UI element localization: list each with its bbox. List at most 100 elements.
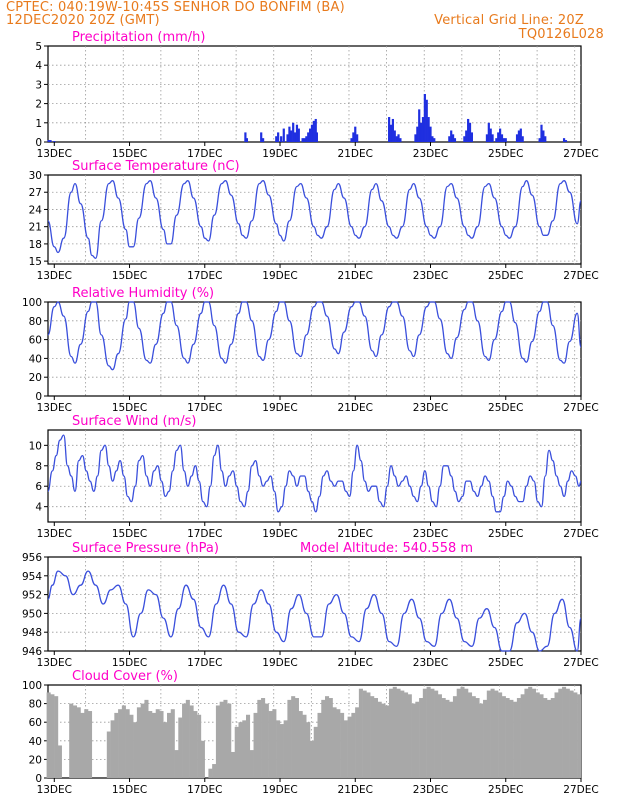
x-tick-label: 17DEC (187, 402, 222, 414)
x-tick-label: 19DEC (262, 657, 297, 669)
precip-bar (47, 140, 50, 142)
cloud-bar (57, 745, 62, 778)
cloud-bar (392, 686, 397, 778)
cloud-bar (167, 712, 172, 778)
cloud-bar (54, 696, 59, 778)
x-tick-label: 15DEC (112, 784, 147, 796)
panel-title: Surface Temperature (nC) (72, 159, 240, 174)
y-tick-label: 948 (22, 627, 42, 639)
station-title: CPTEC: 040:19W-10:45S SENHOR DO BONFIM (… (6, 0, 345, 15)
y-tick-label: 3 (35, 79, 42, 91)
x-tick-label: 23DEC (413, 784, 448, 796)
cloud-bar (445, 699, 450, 778)
x-tick-label: 23DEC (413, 657, 448, 669)
precip-bar (515, 134, 519, 142)
panel-title: Surface Wind (m/s) (72, 414, 196, 429)
cloud-bar (486, 690, 491, 778)
cloud-bar (309, 740, 315, 778)
cloud-bar (257, 699, 262, 778)
cloud-bar (272, 709, 277, 778)
panel-frame (47, 556, 582, 652)
precip-bar (305, 136, 308, 142)
cloud-bar (426, 686, 431, 778)
y-tick-label: 20 (29, 754, 42, 766)
cloud-bar (76, 707, 81, 778)
y-tick-label: 21 (29, 222, 42, 234)
x-tick-label: 21DEC (338, 784, 373, 796)
cloud-bar (505, 698, 510, 778)
y-tick-label: 0 (35, 391, 42, 403)
x-tick-label: 13DEC (37, 784, 72, 796)
precip-bar (275, 136, 278, 142)
cloud-bar (200, 740, 205, 778)
y-tick-label: 60 (29, 335, 42, 347)
cloud-bar (121, 705, 126, 778)
precip-bar (562, 138, 566, 142)
precip-bar (286, 134, 289, 142)
x-tick-label: 13DEC (37, 270, 72, 282)
cloud-bar (268, 711, 273, 778)
panel-rh: 0 20 40 60 80 100 13DEC 15DEC 17DEC 19DEC 21DEC 23D… (22, 286, 599, 414)
grid-note: Vertical Grid Line: 20Z (434, 13, 584, 28)
precip-bar (425, 99, 428, 142)
precip-bar (517, 130, 521, 142)
x-tick-label: 13DEC (37, 657, 72, 669)
precip-bar (451, 134, 455, 142)
x-tick-label: 15DEC (112, 148, 147, 160)
x-tick-label: 19DEC (262, 270, 297, 282)
precip-bar (277, 132, 280, 142)
precip-bar (314, 118, 317, 142)
panel-wind: 4 6 8 10 13DEC 15DEC 17DEC 19DEC 21DEC 23DEC 25DEC… (29, 414, 599, 540)
y-tick-label: 6 (35, 481, 42, 493)
x-tick-label: 15DEC (112, 402, 147, 414)
precip-bar (261, 138, 265, 142)
cloud-bar (283, 720, 288, 778)
cloud-bar (114, 712, 119, 778)
cloud-bar (125, 709, 130, 778)
y-tick-label: 80 (29, 699, 42, 711)
cloud-bar (253, 712, 258, 778)
precip-bar (315, 132, 318, 142)
cloud-bar (558, 688, 563, 778)
cloud-bar (325, 696, 330, 778)
precip-bar (297, 128, 300, 142)
cloud-bar (422, 688, 427, 778)
cloud-bar (577, 694, 582, 778)
precip-bar (356, 134, 359, 142)
precip-bar (499, 128, 502, 142)
precip-bar (418, 109, 421, 142)
cloud-bar (550, 698, 555, 778)
y-tick-label: 40 (29, 736, 42, 748)
precip-bar (421, 117, 425, 142)
cloud-bar (249, 750, 254, 778)
y-tick-label: 950 (22, 608, 42, 620)
cloud-bar (189, 705, 194, 778)
x-tick-label: 21DEC (338, 270, 373, 282)
cloud-bar (441, 698, 446, 778)
y-tick-label: 4 (35, 502, 42, 514)
cloud-bar (332, 707, 337, 778)
precip-bar (303, 138, 306, 142)
cloud-bar (317, 712, 322, 778)
panel-cloud: 0 20 40 60 80 100 13DEC 15DEC 17DEC 19DEC 21DEC 23D… (22, 669, 599, 796)
cloud-bar (215, 705, 220, 778)
cloud-bar (291, 696, 296, 778)
series-line-wind (47, 434, 582, 513)
precip-bar (468, 122, 472, 142)
cloud-bar (129, 714, 134, 778)
x-tick-label: 19DEC (262, 784, 297, 796)
precip-bar (288, 126, 291, 142)
x-tick-label: 25DEC (488, 270, 523, 282)
panel-title: Precipitation (mm/h) (72, 30, 205, 45)
y-tick-label: 956 (22, 552, 42, 564)
precip-bar (282, 128, 285, 142)
x-tick-label: 17DEC (187, 528, 222, 540)
precip-bar (448, 136, 451, 142)
precip-bar (500, 134, 504, 142)
x-tick-label: 27DEC (563, 402, 598, 414)
x-tick-label: 17DEC (187, 657, 222, 669)
y-tick-label: 954 (22, 571, 42, 583)
precip-bar (295, 124, 299, 142)
panel-pressure: 946 948 950 952 954 956 13DEC 15DEC 17DEC 19DEC 21… (22, 541, 599, 669)
